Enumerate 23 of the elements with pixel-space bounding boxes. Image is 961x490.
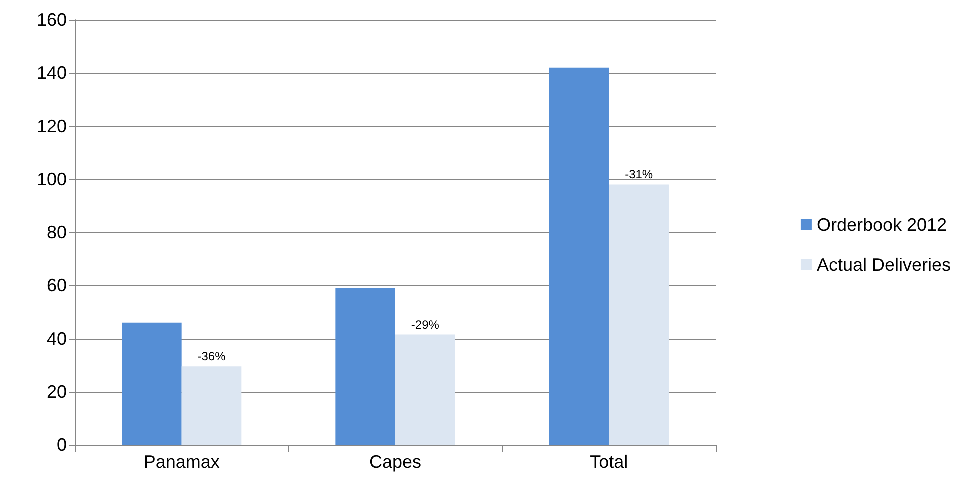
y-tick-label: 100 — [36, 169, 67, 190]
bar — [122, 322, 182, 445]
bar — [549, 68, 610, 445]
annotation: -31% — [625, 168, 654, 182]
bar — [336, 288, 396, 445]
legend-label: Actual Deliveries — [816, 255, 952, 275]
bar — [396, 334, 456, 445]
y-tick-label: 0 — [56, 435, 67, 455]
y-tick-label: 140 — [36, 63, 67, 84]
y-tick-label: 60 — [46, 276, 67, 296]
x-tick-label: Total — [590, 452, 628, 472]
bar — [609, 184, 669, 445]
y-tick-label: 80 — [46, 222, 67, 242]
x-tick-label: Panamax — [144, 452, 220, 472]
annotation: -36% — [198, 350, 226, 364]
y-tick-label: 20 — [46, 382, 67, 402]
y-tick-label: 120 — [36, 116, 67, 136]
legend-label: Orderbook 2012 — [816, 215, 948, 235]
y-tick-label: 40 — [46, 328, 67, 349]
bar — [182, 366, 242, 445]
y-tick-label: 160 — [36, 10, 67, 30]
x-tick-label: Capes — [369, 452, 422, 472]
annotation: -29% — [411, 318, 440, 332]
